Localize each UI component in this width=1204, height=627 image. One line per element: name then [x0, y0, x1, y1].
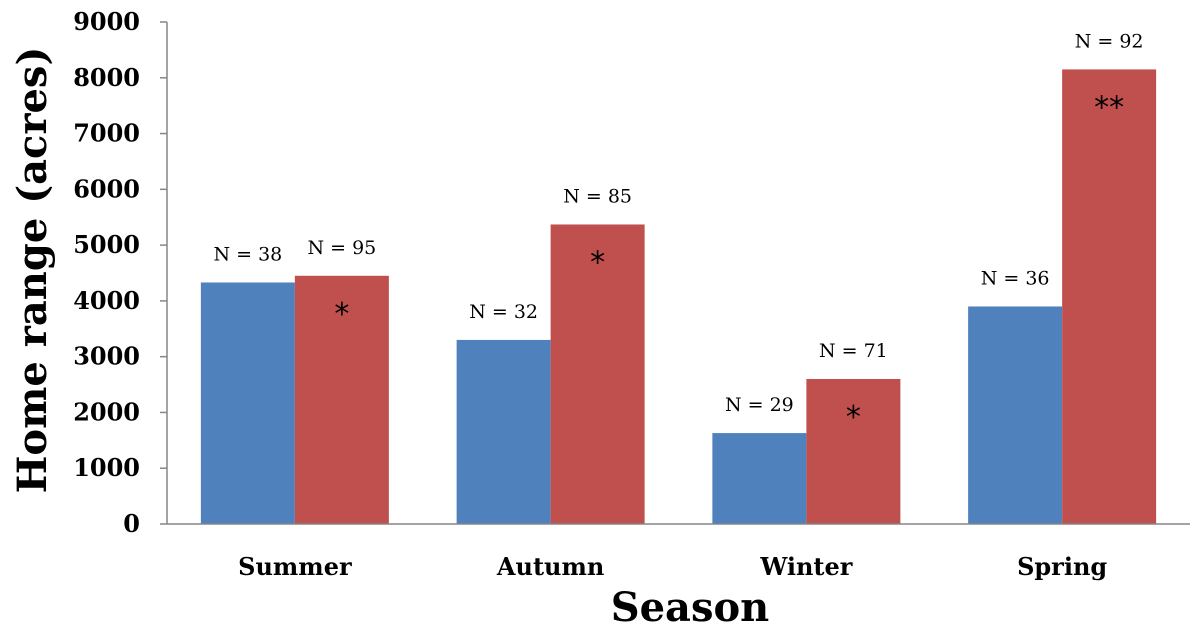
y-tick-label: 6000	[73, 174, 140, 203]
bar-n-label: N = 92	[1075, 30, 1144, 52]
bars	[200, 69, 1157, 525]
data-labels: N = 38 N = 95 * N = 32 N = 85 * N = 29 N = 71 * N…	[213, 30, 1143, 435]
bar-n-label: N = 32	[469, 301, 538, 323]
bar-n-label: N = 95	[307, 237, 376, 259]
y-axis-title: Home range (acres)	[9, 47, 56, 494]
x-category-label: Spring	[1017, 552, 1107, 581]
y-tick-label: 0	[123, 509, 140, 538]
bar-n-label: N = 29	[725, 394, 794, 416]
significance-marker: *	[590, 245, 605, 280]
bar-series-1	[456, 339, 551, 524]
bar-n-label: N = 85	[563, 185, 632, 207]
bar-n-label: N = 71	[819, 340, 888, 362]
bar-series-1	[200, 282, 295, 524]
y-tick-label: 1000	[73, 453, 140, 482]
bar-series-2	[550, 224, 645, 524]
significance-marker: *	[846, 400, 861, 435]
bar-series-1	[968, 306, 1063, 524]
y-axis-ticks: 0 1000 2000 3000 4000 5000 6000 7000 8000 9000	[73, 7, 167, 538]
bar-series-2	[294, 275, 389, 524]
y-tick-label: 7000	[73, 119, 140, 148]
y-tick-label: 3000	[73, 342, 140, 371]
y-tick-label: 9000	[73, 7, 140, 36]
significance-marker: **	[1094, 90, 1124, 125]
x-category-label: Winter	[759, 552, 852, 581]
x-category-label: Autumn	[496, 552, 604, 581]
bar-series-2	[806, 378, 901, 524]
x-axis-categories: Summer Autumn Winter Spring	[238, 552, 1107, 581]
bar-series-1	[712, 433, 807, 524]
significance-marker: *	[334, 297, 349, 332]
bar-series-2	[1062, 69, 1157, 525]
bar-n-label: N = 38	[213, 243, 282, 265]
y-tick-label: 2000	[73, 397, 140, 426]
y-tick-label: 8000	[73, 63, 140, 92]
y-tick-label: 4000	[73, 286, 140, 315]
bar-n-label: N = 36	[981, 267, 1050, 289]
y-tick-label: 5000	[73, 230, 140, 259]
x-axis-title: Season	[611, 584, 770, 627]
x-category-label: Summer	[238, 552, 352, 581]
